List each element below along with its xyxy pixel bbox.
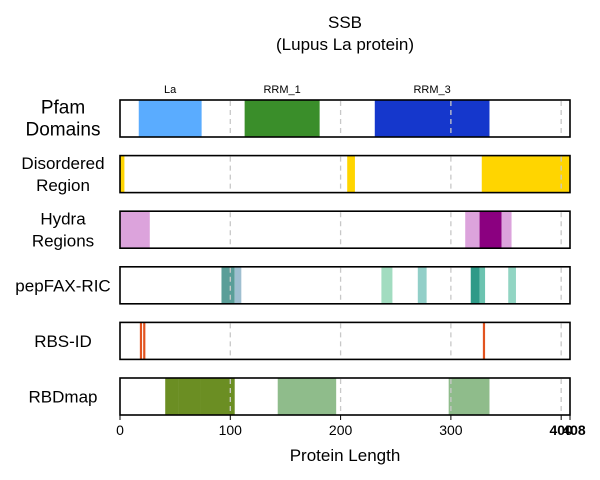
segment-bar	[120, 155, 125, 193]
segment-label: RRM_1	[263, 84, 300, 96]
segment-bar	[347, 155, 355, 193]
x-tick-label: 408	[562, 422, 586, 438]
x-tick-label: 300	[439, 422, 463, 438]
segment-bar	[501, 211, 512, 249]
segment-bar	[374, 100, 490, 137]
segment-label: La	[164, 84, 177, 96]
segment-bar	[138, 100, 202, 137]
track-row-3: Hydra Regions	[32, 210, 571, 251]
segment-bar	[200, 378, 235, 415]
row-label: Domains	[26, 120, 101, 141]
segment-bar	[381, 266, 393, 304]
segment-bar	[234, 266, 242, 304]
row-label: pepFAX-RIC	[15, 276, 110, 295]
chart-title: SSB (Lupus La protein)	[276, 13, 414, 54]
segment-bar	[178, 378, 201, 415]
row-label: Hydra	[40, 210, 86, 229]
track-frame	[119, 210, 571, 249]
x-axis-label: Protein Length	[290, 446, 401, 465]
track-row-4: pepFAX-RIC	[15, 265, 571, 305]
segment-bar	[481, 155, 570, 193]
x-tick-label: 400	[549, 422, 573, 438]
row-label: RBDmap	[29, 388, 98, 407]
segment-bar	[244, 100, 320, 137]
segment-bar	[482, 322, 486, 360]
segment-bar	[120, 211, 150, 249]
segment-bar	[277, 378, 337, 415]
track-row-5: RBS-ID	[34, 321, 571, 361]
x-tick-label: 100	[219, 422, 243, 438]
segment-bar	[143, 322, 146, 360]
chart-title-line-1: SSB	[328, 13, 362, 32]
row-label: Region	[36, 176, 90, 195]
segment-bar	[479, 211, 502, 249]
track-row-2: Disordered Region	[21, 154, 571, 195]
segment-bar	[417, 266, 427, 304]
segment-bar	[139, 322, 143, 360]
track-frame	[119, 377, 571, 416]
segment-bar	[465, 211, 480, 249]
track-frame	[119, 99, 571, 138]
segment-bar	[508, 266, 516, 304]
segment-bar	[479, 266, 486, 304]
row-label: Disordered	[21, 154, 104, 173]
x-tick-label: 200	[329, 422, 353, 438]
row-label: Regions	[32, 232, 94, 251]
segment-bar	[448, 378, 490, 415]
track-frame	[119, 321, 571, 361]
track-row-6: RBDmap	[29, 377, 571, 416]
row-label: RBS-ID	[34, 332, 92, 351]
track-frame	[119, 265, 571, 305]
chart-title-line-2: (Lupus La protein)	[276, 35, 414, 54]
segment-bar	[470, 266, 480, 304]
row-label: Pfam	[41, 98, 85, 119]
segment-label: RRM_3	[413, 84, 450, 96]
segment-bar	[165, 378, 179, 415]
x-tick-label: 0	[116, 422, 124, 438]
segment-bar	[221, 266, 235, 304]
track-frame	[119, 154, 571, 194]
